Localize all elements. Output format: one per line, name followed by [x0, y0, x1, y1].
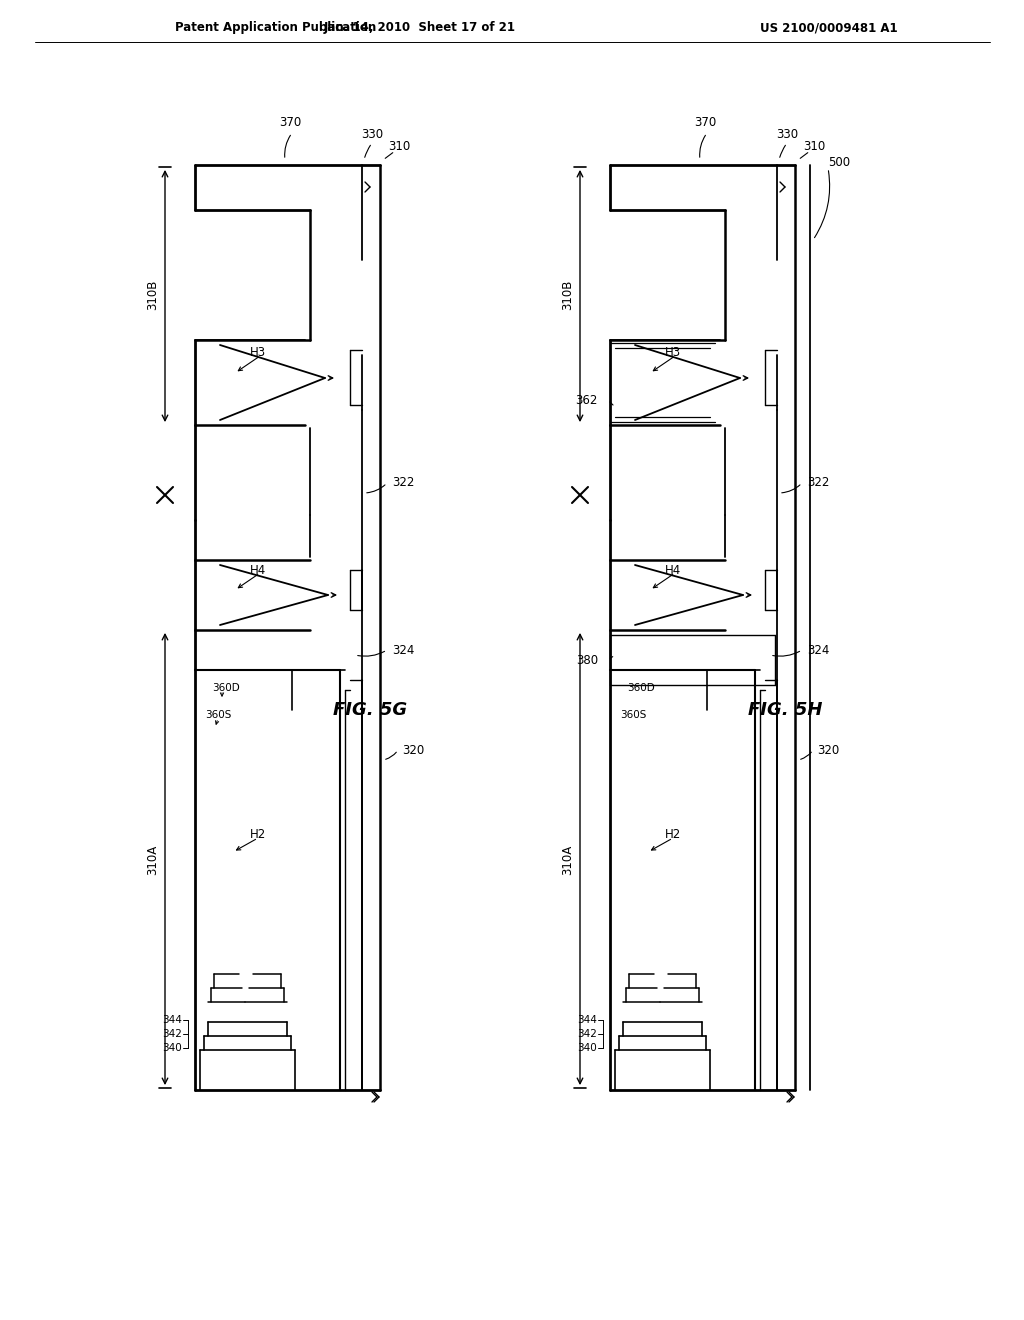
Text: 322: 322 [807, 477, 829, 490]
Text: H2: H2 [250, 829, 266, 842]
Text: 324: 324 [807, 644, 829, 656]
Text: H4: H4 [665, 564, 681, 577]
Text: 362: 362 [575, 393, 598, 407]
Text: 500: 500 [828, 157, 850, 169]
Text: H3: H3 [250, 346, 266, 359]
Text: H2: H2 [665, 829, 681, 842]
Text: 340: 340 [162, 1043, 182, 1053]
Text: 360S: 360S [205, 710, 231, 719]
Text: 360D: 360D [212, 682, 240, 693]
Text: 310B: 310B [146, 280, 160, 310]
Text: 310A: 310A [561, 845, 574, 875]
Text: 370: 370 [279, 116, 301, 129]
Text: US 2100/0009481 A1: US 2100/0009481 A1 [760, 21, 898, 34]
Text: 330: 330 [360, 128, 383, 141]
Text: 380: 380 [575, 653, 598, 667]
Text: 310B: 310B [561, 280, 574, 310]
Text: 342: 342 [162, 1030, 182, 1039]
Text: 344: 344 [578, 1015, 597, 1026]
Text: 360D: 360D [627, 682, 654, 693]
Text: 370: 370 [694, 116, 716, 129]
Text: 344: 344 [162, 1015, 182, 1026]
Text: 322: 322 [392, 477, 415, 490]
Text: H3: H3 [665, 346, 681, 359]
Text: H4: H4 [250, 564, 266, 577]
Text: FIG. 5G: FIG. 5G [333, 701, 408, 719]
Text: 310A: 310A [146, 845, 160, 875]
Text: 324: 324 [392, 644, 415, 656]
Text: 360S: 360S [620, 710, 646, 719]
Text: 310: 310 [803, 140, 825, 153]
Text: Patent Application Publication: Patent Application Publication [175, 21, 376, 34]
Text: FIG. 5H: FIG. 5H [748, 701, 822, 719]
Text: 340: 340 [578, 1043, 597, 1053]
Text: 310: 310 [388, 140, 411, 153]
Text: 330: 330 [776, 128, 798, 141]
Text: Jan. 14, 2010  Sheet 17 of 21: Jan. 14, 2010 Sheet 17 of 21 [324, 21, 516, 34]
Text: 320: 320 [817, 743, 840, 756]
Text: 342: 342 [578, 1030, 597, 1039]
Text: 320: 320 [402, 743, 424, 756]
